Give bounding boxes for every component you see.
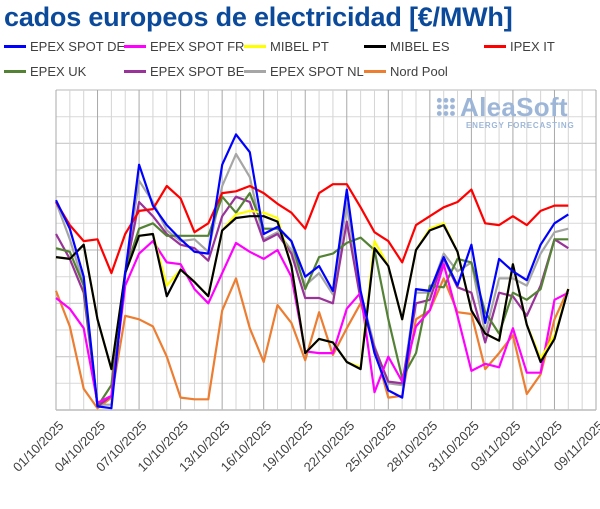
legend-swatch — [124, 45, 146, 48]
legend-swatch — [364, 45, 386, 48]
legend-swatch — [244, 45, 266, 48]
legend-item: EPEX SPOT BE — [124, 64, 244, 79]
series-line-ipex-it — [55, 183, 569, 275]
legend-item: EPEX SPOT DE — [4, 39, 125, 54]
legend-label: EPEX SPOT NL — [270, 64, 364, 79]
aleasoft-logo: AleaSoft ENERGY FORECASTING — [436, 92, 596, 130]
legend-swatch — [4, 45, 26, 48]
series-line-epex-spot-be — [55, 195, 569, 408]
legend-swatch — [364, 70, 386, 73]
series-line-nord-pool — [54, 277, 570, 410]
series-line-epex-spot-nl — [54, 152, 569, 406]
legend-item: EPEX SPOT NL — [244, 64, 364, 79]
legend-item: MIBEL PT — [244, 39, 329, 54]
logo-tagline: ENERGY FORECASTING — [466, 121, 575, 130]
series-line-mibel-es — [55, 215, 570, 371]
legend-item: EPEX SPOT FR — [124, 39, 244, 54]
legend-swatch — [484, 45, 506, 48]
legend-label: EPEX UK — [30, 64, 87, 79]
legend-label: EPEX SPOT FR — [150, 39, 245, 54]
legend-item: MIBEL ES — [364, 39, 449, 54]
legend-swatch — [244, 70, 266, 73]
legend-item: EPEX UK — [4, 64, 86, 79]
legend-item: Nord Pool — [364, 64, 448, 79]
legend-swatch — [4, 70, 26, 73]
chart-title: cados europeos de electricidad [€/MWh] — [4, 2, 513, 32]
legend-label: MIBEL PT — [270, 39, 329, 54]
legend-label: Nord Pool — [390, 64, 448, 79]
legend-label: EPEX SPOT DE — [30, 39, 126, 54]
series-line-epex-spot-de — [55, 133, 569, 410]
legend-label: EPEX SPOT BE — [150, 64, 245, 79]
legend-swatch — [124, 70, 146, 73]
legend-item: IPEX IT — [484, 39, 555, 54]
series-line-epex-spot-fr — [55, 240, 569, 404]
legend-label: MIBEL ES — [390, 39, 450, 54]
logo-name: AleaSoft — [460, 92, 568, 122]
logo-dots-icon — [436, 97, 456, 117]
legend-label: IPEX IT — [510, 39, 555, 54]
